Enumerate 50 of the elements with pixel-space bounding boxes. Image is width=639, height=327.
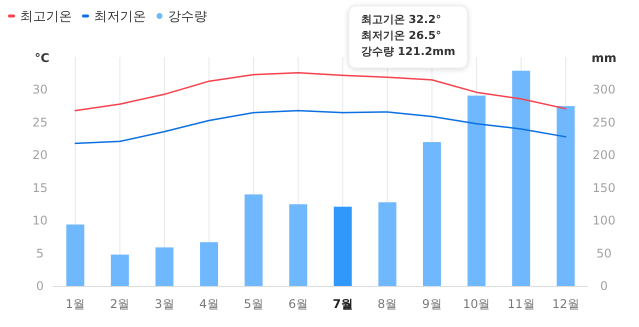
x-tick-label: 8월 (378, 297, 398, 311)
x-tick-label: 4월 (199, 297, 219, 311)
bar (468, 96, 486, 286)
y2-tick-label: 150 (592, 180, 616, 195)
x-tick-label: 11월 (507, 297, 535, 311)
y-tick-label: 5 (36, 246, 44, 260)
legend-label: 최저기온 (94, 10, 146, 24)
y2-tick-label: 100 (592, 214, 616, 228)
x-tick-label: 12월 (552, 297, 580, 311)
tooltip: 최고기온 32.2° 최저기온 26.5° 강수량 121.2mm (348, 6, 468, 68)
bar (244, 194, 263, 286)
x-tick-label: 7월 (332, 297, 353, 311)
y-axis-title: °C (34, 51, 50, 65)
y2-tick-label: 300 (592, 82, 616, 97)
y-tick-label: 0 (36, 279, 44, 293)
x-tick-label: 6월 (288, 297, 308, 311)
y2-tick-label: 50 (596, 246, 612, 260)
bar (155, 247, 174, 286)
bar (556, 106, 575, 286)
x-tick-label: 2월 (110, 297, 130, 311)
bar (512, 70, 530, 286)
annotation: 강수량 121.2mm (360, 45, 456, 58)
bar (66, 224, 84, 286)
y-tick-label: 30 (32, 82, 48, 97)
x-tick-label: 3월 (154, 297, 174, 311)
y2-tick-label: 250 (592, 115, 616, 130)
line-series (74, 72, 566, 112)
y2-tick-label: 200 (592, 148, 616, 162)
x-tick-label: 9월 (422, 297, 442, 311)
bar (422, 142, 441, 286)
y-tick-label: 10 (32, 214, 48, 228)
line-series (74, 110, 566, 144)
legend-item: 강수량 (156, 10, 207, 24)
legend-label: 강수량 (168, 10, 207, 24)
y2-axis-title: mm (591, 51, 617, 65)
legend-item: 최고기온 (8, 10, 72, 24)
legend-item: 최저기온 (82, 10, 146, 24)
legend-label: 최고기온 (20, 10, 72, 24)
bar (200, 242, 218, 286)
y2-tick-label: 0 (600, 279, 608, 293)
x-tick-label: 5월 (244, 297, 264, 311)
bar (378, 202, 396, 286)
bar (334, 206, 352, 286)
x-tick-label: 1월 (65, 297, 86, 311)
y-tick-label: 25 (32, 115, 48, 130)
bar (289, 204, 308, 286)
bar (110, 254, 129, 286)
x-tick-label: 10월 (462, 297, 490, 311)
y-tick-label: 20 (32, 148, 48, 162)
y-tick-label: 15 (32, 180, 48, 195)
